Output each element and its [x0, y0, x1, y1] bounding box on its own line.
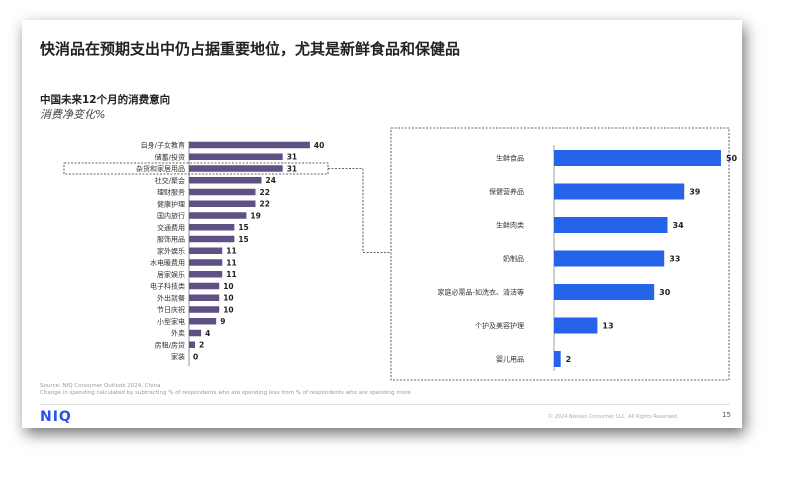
copyright: © 2024 Nielsen Consumer LLC. All Rights …	[548, 414, 679, 420]
niq-logo: NIQ	[40, 409, 72, 425]
left-bar	[189, 282, 220, 290]
left-bar	[189, 153, 283, 160]
left-value-label: 10	[223, 294, 233, 303]
left-value-label: 31	[287, 153, 297, 162]
left-category-label: 水电暖费用	[150, 258, 185, 267]
left-value-label: 31	[287, 164, 297, 173]
left-category-label: 杂货和家居用品	[136, 164, 185, 173]
left-category-label: 自身/子女教育	[141, 141, 185, 150]
left-category-label: 房租/房贷	[155, 340, 185, 349]
method-note: Change in spending calculated by subtrac…	[40, 390, 411, 396]
left-value-label: 0	[193, 352, 198, 361]
right-value-label: 39	[689, 188, 701, 197]
right-bar	[554, 351, 561, 367]
right-category-label: 保健营养品	[489, 187, 524, 196]
left-value-label: 9	[220, 317, 225, 326]
right-value-label: 30	[659, 288, 671, 297]
right-category-label: 家庭必需品-如洗衣、清洁等	[437, 288, 524, 297]
chart-subtitle: 中国未来12个月的消费意向	[40, 94, 171, 106]
left-bar	[189, 247, 223, 254]
left-category-label: 居家娱乐	[157, 270, 185, 279]
left-category-label: 国内旅行	[157, 211, 185, 220]
left-category-label: 健康护理	[157, 199, 185, 208]
right-bar	[554, 317, 598, 334]
right-bar	[554, 217, 668, 233]
left-bar	[189, 224, 235, 231]
right-category-label: 婴儿用品	[496, 356, 524, 364]
left-value-label: 2	[199, 341, 204, 350]
left-value-label: 15	[238, 235, 248, 244]
right-category-label: 奶制品	[503, 254, 524, 263]
left-bar	[189, 235, 235, 243]
left-bar	[189, 318, 217, 325]
left-value-label: 22	[259, 188, 269, 197]
left-bar	[189, 329, 202, 337]
left-category-label: 家外娱乐	[157, 246, 185, 255]
left-bar	[189, 212, 247, 219]
left-category-label: 服饰用品	[157, 235, 185, 244]
left-value-label: 11	[226, 247, 236, 256]
right-value-label: 33	[669, 255, 680, 264]
left-value-label: 4	[205, 329, 210, 338]
left-value-label: 15	[238, 223, 248, 232]
left-category-label: 交通费用	[157, 223, 185, 232]
chart-metric-label: 消费净变化%	[40, 108, 106, 121]
left-bar	[189, 177, 262, 184]
left-bar	[189, 200, 256, 207]
left-category-label: 社交/聚会	[155, 176, 185, 185]
left-value-label: 10	[223, 282, 233, 291]
slide: 快消品在预期支出中仍占据重要地位，尤其是新鲜食品和保健品 中国未来12个月的消费…	[22, 20, 742, 428]
right-value-label: 50	[726, 154, 738, 163]
left-bar	[189, 259, 223, 266]
right-category-label: 生鲜食品	[496, 154, 524, 163]
left-value-label: 24	[266, 176, 276, 185]
right-category-label: 个护及美容护理	[475, 321, 524, 330]
left-bar	[189, 294, 220, 301]
source-note: Source: NIQ Consumer Outlook 2024, China	[40, 383, 161, 389]
left-category-label: 储蓄/投资	[155, 152, 185, 161]
right-category-label: 生鲜肉类	[496, 221, 524, 230]
left-bar	[189, 165, 283, 172]
right-bar	[554, 150, 721, 166]
left-category-label: 家装	[171, 352, 185, 361]
right-bar	[554, 284, 655, 300]
left-value-label: 11	[226, 270, 236, 279]
left-value-label: 22	[259, 200, 269, 209]
left-bar	[189, 188, 256, 196]
left-category-label: 节日庆祝	[157, 305, 185, 314]
left-bar	[189, 306, 220, 313]
right-value-label: 2	[566, 355, 572, 364]
right-value-label: 13	[602, 322, 613, 331]
right-bar	[554, 250, 665, 267]
right-bar	[554, 183, 685, 200]
detail-panel-border	[390, 127, 730, 381]
left-category-label: 外出就餐	[157, 293, 185, 302]
right-value-label: 34	[673, 221, 685, 230]
left-bar	[189, 341, 196, 348]
left-bar	[189, 271, 223, 278]
left-bar	[189, 141, 310, 149]
left-category-label: 理财服务	[157, 188, 185, 197]
left-value-label: 19	[250, 211, 260, 220]
left-value-label: 40	[314, 141, 324, 150]
left-category-label: 电子科技类	[150, 282, 185, 291]
left-value-label: 11	[226, 258, 236, 267]
left-category-label: 外卖	[171, 329, 185, 338]
connector-line	[328, 168, 391, 253]
slide-title: 快消品在预期支出中仍占据重要地位，尤其是新鲜食品和保健品	[40, 40, 461, 58]
left-value-label: 10	[223, 305, 233, 314]
page-number: 15	[722, 411, 731, 419]
footer-divider	[40, 404, 730, 405]
left-category-label: 小型家电	[157, 317, 185, 326]
